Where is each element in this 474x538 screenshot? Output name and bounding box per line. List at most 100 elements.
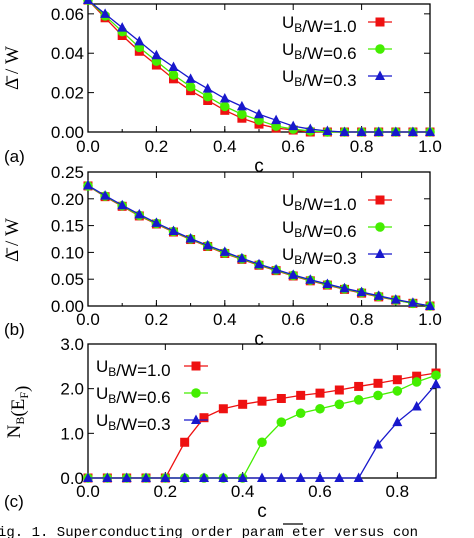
- data-point-triangle: [117, 22, 128, 32]
- data-point-circle: [373, 390, 383, 401]
- x-tick-label: 0.4: [231, 482, 255, 501]
- data-point-triangle: [102, 472, 113, 482]
- data-point-triangle: [305, 123, 316, 134]
- x-tick-label: 0.6: [281, 137, 305, 156]
- data-point-square: [412, 371, 422, 381]
- x-axis-label: c: [254, 329, 264, 350]
- legend-label: UB/W=0.3: [282, 245, 357, 268]
- data-point-circle: [295, 408, 306, 419]
- data-point-triangle: [134, 208, 145, 219]
- x-tick-label: 0.6: [308, 482, 332, 501]
- x-tick-label: 0.2: [145, 310, 169, 329]
- data-point-triangle: [288, 120, 299, 131]
- data-point-triangle: [83, 0, 93, 5]
- data-point-circle: [392, 386, 403, 396]
- data-point-triangle: [425, 126, 435, 136]
- x-tick-label: 0.2: [145, 137, 169, 156]
- y-axis-label: Δ̄ / W: [2, 46, 23, 90]
- data-point-triangle: [121, 472, 132, 482]
- data-point-circle: [315, 403, 325, 414]
- data-point-circle: [257, 437, 267, 448]
- data-point-square: [238, 399, 248, 409]
- data-point-triangle: [254, 258, 264, 269]
- data-point-triangle: [168, 225, 179, 235]
- y-tick-label: 1.0: [60, 424, 84, 443]
- data-point-triangle: [392, 416, 403, 427]
- y-tick-label: 0.05: [51, 270, 84, 289]
- data-point-triangle: [134, 35, 145, 46]
- data-point-triangle: [390, 294, 401, 304]
- panel-c: 0.0 0.2 0.4 0.6 0.8 0.0 1.0 2.0 3.0 c NB(EF) (c) UB/…: [4, 335, 441, 522]
- data-point-triangle: [151, 49, 162, 60]
- data-point-triangle: [218, 472, 229, 482]
- data-point-triangle: [202, 83, 213, 93]
- data-point-triangle: [339, 126, 350, 136]
- data-point-triangle: [339, 282, 350, 293]
- legend-label: UB/W=0.3: [96, 411, 171, 434]
- data-point-triangle: [373, 439, 383, 449]
- data-point-triangle: [236, 252, 247, 263]
- legend-marker-square: [191, 361, 201, 371]
- legend-label: UB/W=0.6: [282, 40, 357, 63]
- y-tick-label: 0.00: [51, 123, 84, 142]
- data-point-triangle: [276, 472, 287, 482]
- data-point-circle: [185, 81, 196, 92]
- data-point-square: [334, 385, 344, 395]
- data-point-square: [315, 388, 325, 398]
- y-tick-label: 0.10: [51, 243, 84, 262]
- data-point-triangle: [431, 378, 441, 389]
- y-tick-label: 0.00: [51, 297, 84, 316]
- legend-marker-circle: [191, 388, 201, 398]
- data-point-circle: [334, 399, 345, 410]
- data-point-triangle: [305, 274, 316, 284]
- data-point-triangle: [117, 199, 128, 210]
- data-point-triangle: [390, 126, 401, 136]
- data-point-triangle: [100, 190, 111, 200]
- legend-label: UB/W=0.6: [282, 218, 357, 241]
- x-tick-label: 0.8: [386, 482, 410, 501]
- y-tick-label: 0.20: [51, 190, 84, 209]
- data-point-circle: [353, 395, 364, 405]
- x-axis-label: c: [257, 501, 267, 522]
- data-point-triangle: [237, 472, 248, 482]
- y-tick-label: 0.15: [51, 217, 84, 236]
- series-triangle: [83, 378, 441, 482]
- data-point-circle: [431, 370, 441, 381]
- data-point-square: [354, 381, 364, 391]
- data-point-square: [218, 404, 228, 414]
- data-point-triangle: [257, 472, 267, 482]
- y-tick-label: 0.0: [60, 469, 84, 488]
- data-point-square: [199, 413, 209, 423]
- x-tick-label: 1.0: [418, 310, 442, 329]
- data-point-triangle: [425, 300, 435, 310]
- x-tick-label: 0.8: [350, 137, 374, 156]
- x-tick-label: 0.6: [281, 310, 305, 329]
- y-tick-label: 0.02: [51, 84, 84, 103]
- series-triangle: [83, 0, 435, 136]
- legend-marker-triangle: [375, 248, 385, 258]
- y-tick-label: 3.0: [60, 335, 84, 354]
- y-tick-label: 2.0: [60, 380, 84, 399]
- legend-marker-circle: [375, 44, 385, 54]
- data-point-triangle: [199, 472, 209, 482]
- data-point-triangle: [322, 125, 333, 136]
- y-axis-label: Δ̄ / W: [2, 218, 23, 262]
- series-triangle: [83, 179, 435, 310]
- legend-marker-triangle: [191, 414, 201, 424]
- data-point-triangle: [151, 217, 162, 227]
- y-tick-label: 0.04: [51, 44, 84, 63]
- y-tick-label: 0.06: [51, 5, 84, 24]
- data-point-circle: [202, 91, 213, 102]
- data-point-triangle: [83, 179, 93, 190]
- data-point-triangle: [315, 472, 325, 482]
- legend-label: UB/W=0.3: [282, 67, 357, 90]
- data-point-triangle: [100, 8, 111, 18]
- data-point-triangle: [185, 73, 196, 83]
- panel-a: 0.0 0.2 0.4 0.6 0.8 1.0 0.00 0.02 0.04 0.06 c Δ̄ / …: [2, 0, 442, 177]
- plot-frame: [87, 171, 431, 307]
- x-tick-label: 1.0: [418, 137, 442, 156]
- figure-caption: ig. 1. Superconducting order param eter …: [0, 525, 418, 538]
- data-point-circle: [168, 70, 179, 80]
- data-point-triangle: [160, 472, 171, 482]
- x-tick-label: 0.4: [213, 137, 237, 156]
